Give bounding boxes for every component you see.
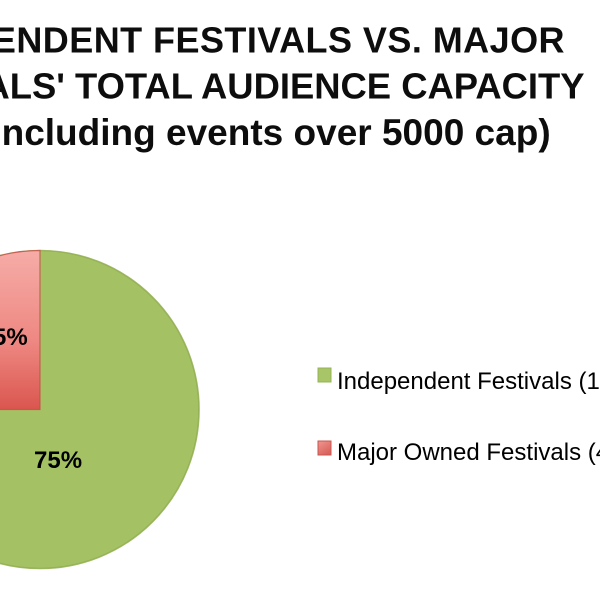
svg-text:INDEPENDENT FESTIVALS VS. MAJO: INDEPENDENT FESTIVALS VS. MAJOR <box>0 20 565 61</box>
svg-text:Major Owned Festivals (457,480: Major Owned Festivals (457,480) <box>337 439 600 466</box>
svg-text:FESTIVALS' TOTAL AUDIENCE CAPA: FESTIVALS' TOTAL AUDIENCE CAPACITY <box>0 66 585 107</box>
svg-text:25%: 25% <box>0 324 28 351</box>
svg-text:75%: 75% <box>34 447 82 474</box>
svg-text:Independent Festivals (1,372,4: Independent Festivals (1,372,450) <box>337 368 600 395</box>
svg-text:(including events over 5000 ca: (including events over 5000 cap) <box>0 112 551 153</box>
